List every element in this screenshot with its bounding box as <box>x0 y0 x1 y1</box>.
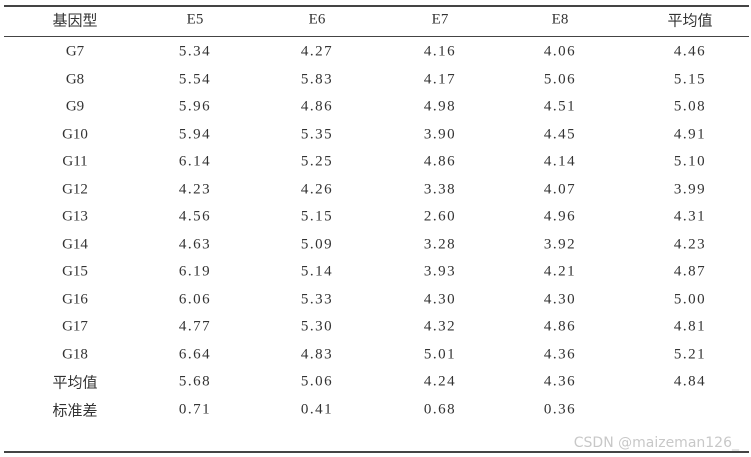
bottom-rule <box>4 451 749 453</box>
table-cell: 4.86 <box>543 318 577 335</box>
table-cell: 3.38 <box>423 181 457 197</box>
row-label: G17 <box>62 318 88 335</box>
top-rule <box>4 5 749 7</box>
table-cell: 5.01 <box>423 346 457 362</box>
table-cell: 4.21 <box>543 263 577 280</box>
header-cell: E5 <box>186 11 204 28</box>
row-label: 平均值 <box>52 375 98 392</box>
table-cell: 5.96 <box>178 98 212 115</box>
row-label: G12 <box>62 181 88 197</box>
table-cell: 4.30 <box>423 291 457 307</box>
table-cell: 4.83 <box>300 346 334 362</box>
row-label: G10 <box>62 126 88 142</box>
table-cell: 6.64 <box>178 346 212 362</box>
table-cell: 4.36 <box>543 346 577 362</box>
row-label: G7 <box>65 43 85 60</box>
table-cell: 4.23 <box>178 181 212 197</box>
table-cell: 4.32 <box>423 318 457 335</box>
row-label: G14 <box>62 236 88 252</box>
table-cell: 5.68 <box>178 373 212 390</box>
table-cell: 4.86 <box>300 98 334 115</box>
table-cell: 4.45 <box>543 126 577 142</box>
table-cell: 5.15 <box>300 208 334 225</box>
row-label: G9 <box>65 98 85 115</box>
table-cell: 4.24 <box>423 373 457 390</box>
table-cell: 4.46 <box>673 43 707 60</box>
table-cell: 6.19 <box>178 263 212 280</box>
table-cell: 0.36 <box>543 401 577 417</box>
table-cell: 5.94 <box>178 126 212 142</box>
table-cell: 4.51 <box>543 98 577 115</box>
row-label: G11 <box>62 153 88 170</box>
table-cell: 4.86 <box>423 153 457 170</box>
table-cell: 5.00 <box>673 291 707 307</box>
table-cell: 3.93 <box>423 263 457 280</box>
row-label: G16 <box>62 291 88 307</box>
header-cell: E7 <box>431 11 449 28</box>
table-cell: 4.23 <box>673 236 707 252</box>
table-cell: 4.98 <box>423 98 457 115</box>
table-cell: 3.99 <box>673 181 707 197</box>
table-cell: 4.87 <box>673 263 707 280</box>
table-cell: 2.60 <box>423 208 457 225</box>
table-cell: 3.92 <box>543 236 577 252</box>
table-cell: 4.31 <box>673 208 707 225</box>
table-cell: 4.96 <box>543 208 577 225</box>
table-cell: 5.09 <box>300 236 334 252</box>
table-cell: 6.14 <box>178 153 212 170</box>
table-cell: 3.28 <box>423 236 457 252</box>
table-cell: 4.16 <box>423 43 457 60</box>
table-cell: 0.68 <box>423 401 457 417</box>
table-cell: 4.84 <box>673 373 707 390</box>
table-cell: 4.07 <box>543 181 577 197</box>
table-cell: 0.41 <box>300 401 334 417</box>
header-cell: 基因型 <box>52 13 98 30</box>
table-cell: 6.06 <box>178 291 212 307</box>
table-cell: 5.10 <box>673 153 707 170</box>
table-cell: 4.77 <box>178 318 212 335</box>
table-cell: 4.56 <box>178 208 212 225</box>
table-cell: 4.63 <box>178 236 212 252</box>
table-cell: 4.81 <box>673 318 707 335</box>
table-cell: 5.14 <box>300 263 334 280</box>
table-cell: 4.30 <box>543 291 577 307</box>
row-label: G13 <box>62 208 88 225</box>
table-cell: 5.30 <box>300 318 334 335</box>
row-label: G18 <box>62 346 88 362</box>
table-cell: 5.35 <box>300 126 334 142</box>
row-label: 标准差 <box>52 403 98 419</box>
table-cell: 5.08 <box>673 98 707 115</box>
header-cell: E8 <box>551 11 569 28</box>
row-label: G15 <box>62 263 88 280</box>
table-cell: 4.91 <box>673 126 707 142</box>
table-cell: 4.36 <box>543 373 577 390</box>
row-label: G8 <box>65 71 85 87</box>
table-cell: 0.71 <box>178 401 212 417</box>
table-cell: 5.54 <box>178 71 212 87</box>
table-cell: 4.17 <box>423 71 457 87</box>
table-cell: 5.21 <box>673 346 707 362</box>
table-cell: 3.90 <box>423 126 457 142</box>
table-cell: 5.83 <box>300 71 334 87</box>
table-cell: 5.34 <box>178 43 212 60</box>
table-cell: 5.33 <box>300 291 334 307</box>
header-rule <box>4 36 749 37</box>
table-cell: 5.06 <box>543 71 577 87</box>
table-cell: 4.27 <box>300 43 334 60</box>
table-cell: 4.26 <box>300 181 334 197</box>
table-cell: 4.14 <box>543 153 577 170</box>
table-cell: 4.06 <box>543 43 577 60</box>
table-cell: 5.15 <box>673 71 707 87</box>
table-cell: 5.06 <box>300 373 334 390</box>
header-cell: 平均值 <box>667 13 713 30</box>
header-cell: E6 <box>308 11 326 28</box>
watermark: CSDN @maizeman126_ <box>573 435 739 451</box>
table-cell: 5.25 <box>300 153 334 170</box>
